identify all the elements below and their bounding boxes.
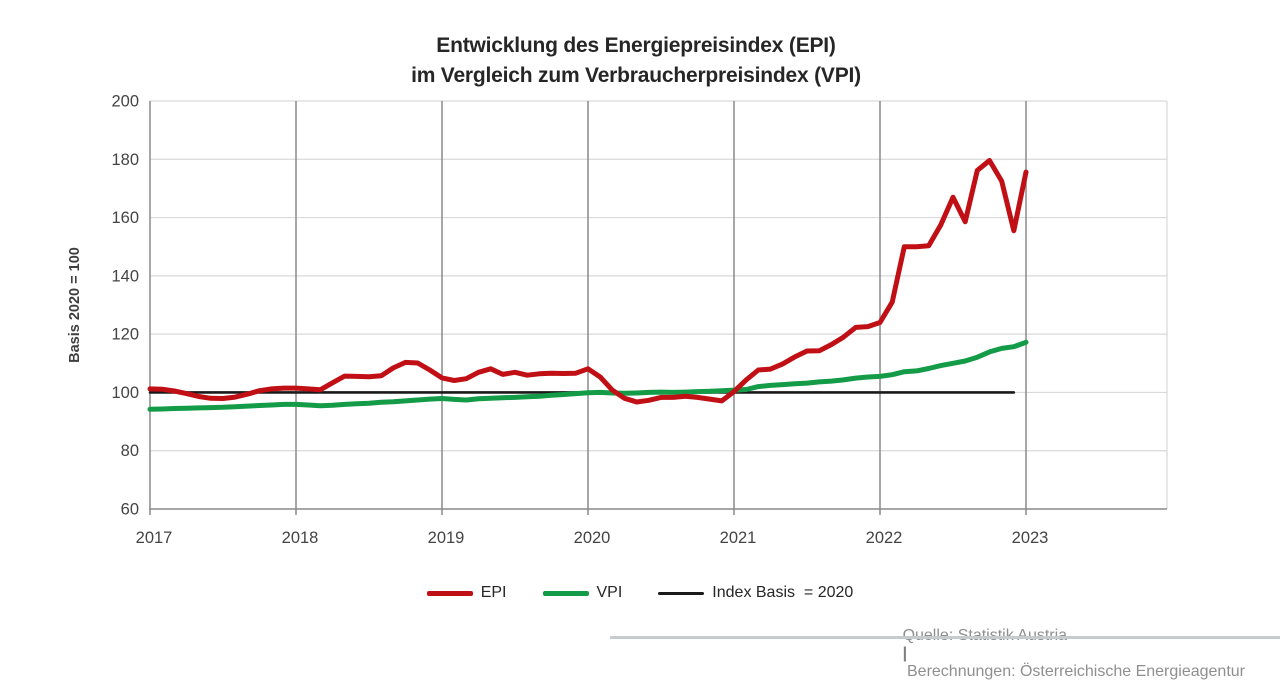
x-tick-label: 2017 [136, 529, 173, 547]
epi-line-swatch [426, 590, 473, 596]
y-tick-label: 180 [111, 151, 139, 169]
y-tick-label: 200 [111, 93, 139, 111]
legend-label-epi: EPI [480, 584, 507, 601]
chart-title-line2: im Vergleich zum Verbraucherpreisindex (… [411, 64, 861, 87]
chart-canvas: 2017 2018 2019 2020 2021 2022 2023 60 80 100 120 14… [111, 93, 1168, 547]
y-tick-label: 140 [111, 267, 139, 285]
x-tick-label: 2023 [1012, 529, 1049, 547]
legend-item-index-basis: Index Basis = 2020 [658, 584, 853, 602]
x-tick-label: 2020 [574, 529, 611, 547]
source-line: Quelle: Statistik Austria | Berechnungen… [894, 609, 1245, 681]
epi-line [147, 158, 1029, 405]
y-tick-label: 80 [121, 442, 139, 460]
y-tick-label: 120 [111, 326, 139, 344]
x-tick-label: 2019 [428, 529, 465, 547]
legend-item-epi: EPI [426, 584, 507, 602]
chart-title: Entwicklung des Energiepreisindex (EPI) … [0, 31, 1272, 91]
chart-legend: EPI VPI Index Basis = 2020 [0, 584, 1280, 602]
vpi-line [147, 339, 1029, 412]
legend-label-index-basis: Index Basis = 2020 [712, 584, 854, 601]
source-separator: | [902, 645, 908, 662]
source-berechnungen: Berechnungen: Österreichische Energieage… [902, 663, 1245, 680]
y-tick-label: 160 [111, 209, 139, 227]
legend-item-vpi: VPI [542, 584, 623, 602]
vpi-line-swatch [542, 590, 589, 596]
x-tick-label: 2018 [282, 529, 319, 547]
chart-title-line1: Entwicklung des Energiepreisindex (EPI) [436, 34, 836, 57]
y-tick-label: 100 [111, 384, 139, 402]
x-tick-label: 2021 [720, 529, 757, 547]
footer-divider [610, 636, 1280, 639]
x-tick-label: 2022 [866, 529, 903, 547]
y-tick-label: 60 [121, 501, 139, 519]
legend-label-vpi: VPI [596, 584, 623, 601]
index-basis-line-swatch [658, 591, 705, 595]
